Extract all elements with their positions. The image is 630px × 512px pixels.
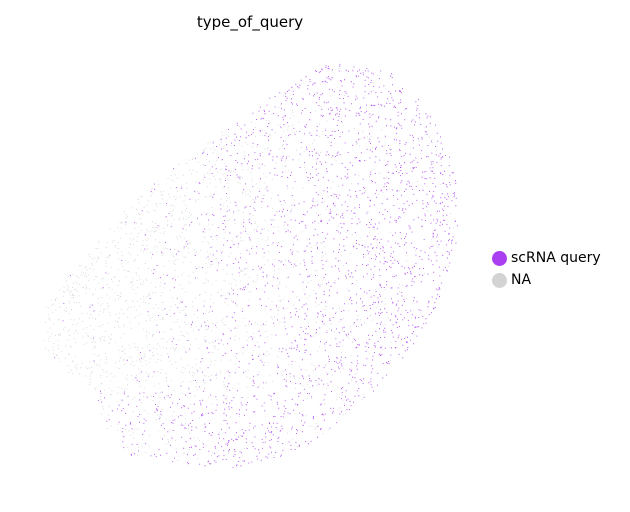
series-na-points bbox=[44, 68, 456, 466]
scrna-query-point-cloud bbox=[54, 64, 458, 468]
legend-item-na: NA bbox=[492, 269, 601, 291]
series-scrna-query-points bbox=[54, 64, 458, 468]
legend-marker-icon bbox=[492, 251, 507, 266]
legend: scRNA query NA bbox=[492, 247, 601, 291]
legend-marker-icon bbox=[492, 273, 507, 288]
legend-item-scrna-query: scRNA query bbox=[492, 247, 601, 269]
legend-label: scRNA query bbox=[511, 250, 601, 266]
na-point-cloud bbox=[44, 68, 456, 466]
legend-label: NA bbox=[511, 272, 531, 288]
